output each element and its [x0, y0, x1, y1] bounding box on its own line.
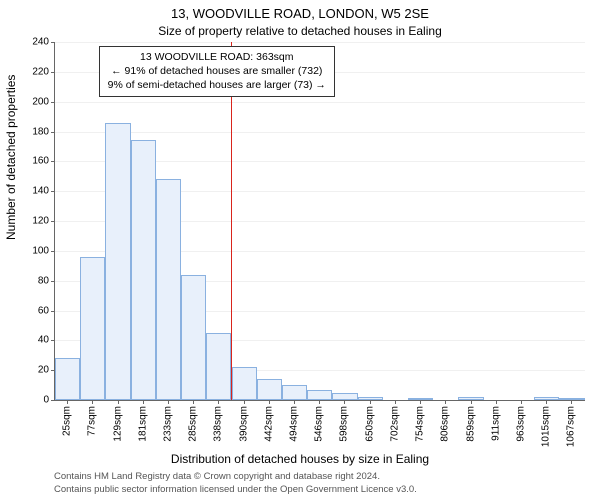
- x-tick-label: 442sqm: [263, 406, 274, 442]
- x-tick-label: 754sqm: [415, 406, 426, 442]
- x-tick-label: 494sqm: [289, 406, 300, 442]
- x-tick-label: 285sqm: [188, 406, 199, 442]
- x-tick: [244, 400, 245, 404]
- x-tick-label: 806sqm: [440, 406, 451, 442]
- x-tick: [395, 400, 396, 404]
- y-tick: [51, 281, 55, 282]
- x-tick: [193, 400, 194, 404]
- x-tick-label: 598sqm: [339, 406, 350, 442]
- x-tick-label: 1015sqm: [541, 406, 552, 447]
- footer-line: Contains public sector information licen…: [54, 484, 417, 496]
- x-tick: [370, 400, 371, 404]
- histogram-bar: [80, 257, 105, 400]
- x-tick: [546, 400, 547, 404]
- histogram-bar: [206, 333, 231, 400]
- y-tick: [51, 191, 55, 192]
- x-tick-label: 181sqm: [137, 406, 148, 442]
- footer-attribution: Contains HM Land Registry data © Crown c…: [54, 471, 417, 496]
- x-axis-label: Distribution of detached houses by size …: [0, 452, 600, 466]
- y-axis-label: Number of detached properties: [4, 75, 18, 240]
- grid-line: [55, 132, 585, 133]
- y-tick-label: 240: [32, 37, 49, 48]
- x-tick: [344, 400, 345, 404]
- x-tick-label: 25sqm: [62, 406, 73, 436]
- y-tick: [51, 161, 55, 162]
- y-tick-label: 80: [38, 275, 49, 286]
- y-tick-label: 220: [32, 66, 49, 77]
- histogram-bar: [105, 123, 130, 400]
- x-tick-label: 911sqm: [490, 406, 501, 441]
- y-tick: [51, 102, 55, 103]
- chart-subtitle: Size of property relative to detached ho…: [0, 24, 600, 38]
- x-tick-label: 77sqm: [87, 406, 98, 436]
- y-tick-label: 180: [32, 126, 49, 137]
- y-tick-label: 160: [32, 156, 49, 167]
- info-box-line: 13 WOODVILLE ROAD: 363sqm: [108, 50, 326, 64]
- x-tick: [218, 400, 219, 404]
- y-tick: [51, 251, 55, 252]
- x-tick: [168, 400, 169, 404]
- x-tick-label: 129sqm: [112, 406, 123, 442]
- x-tick: [269, 400, 270, 404]
- y-tick: [51, 221, 55, 222]
- x-tick: [294, 400, 295, 404]
- y-tick: [51, 400, 55, 401]
- histogram-bar: [307, 390, 332, 400]
- x-tick: [496, 400, 497, 404]
- x-tick: [445, 400, 446, 404]
- x-tick-label: 338sqm: [213, 406, 224, 442]
- y-tick-label: 140: [32, 186, 49, 197]
- x-tick-label: 702sqm: [389, 406, 400, 442]
- y-tick-label: 20: [38, 365, 49, 376]
- x-tick: [319, 400, 320, 404]
- y-tick: [51, 311, 55, 312]
- y-tick-label: 100: [32, 245, 49, 256]
- info-box: 13 WOODVILLE ROAD: 363sqm← 91% of detach…: [99, 46, 335, 97]
- y-tick: [51, 132, 55, 133]
- x-tick-label: 390sqm: [238, 406, 249, 442]
- x-tick-label: 1067sqm: [566, 406, 577, 447]
- y-tick: [51, 42, 55, 43]
- x-tick: [118, 400, 119, 404]
- y-tick-label: 120: [32, 216, 49, 227]
- y-tick-label: 0: [43, 395, 49, 406]
- x-tick-label: 650sqm: [364, 406, 375, 442]
- y-tick-label: 60: [38, 305, 49, 316]
- x-tick-label: 963sqm: [515, 406, 526, 442]
- histogram-bar: [181, 275, 206, 400]
- histogram-bar: [282, 385, 307, 400]
- x-tick: [471, 400, 472, 404]
- grid-line: [55, 42, 585, 43]
- chart-title: 13, WOODVILLE ROAD, LONDON, W5 2SE: [0, 6, 600, 21]
- x-tick: [143, 400, 144, 404]
- y-tick: [51, 72, 55, 73]
- plot-area: 02040608010012014016018020022024025sqm77…: [54, 42, 585, 401]
- histogram-bar: [257, 379, 282, 400]
- histogram-bar: [156, 179, 181, 400]
- footer-line: Contains HM Land Registry data © Crown c…: [54, 471, 417, 483]
- x-tick: [521, 400, 522, 404]
- x-tick-label: 546sqm: [314, 406, 325, 442]
- x-tick-label: 233sqm: [162, 406, 173, 442]
- info-box-line: ← 91% of detached houses are smaller (73…: [108, 64, 326, 78]
- x-tick: [420, 400, 421, 404]
- histogram-bar: [131, 140, 156, 400]
- info-box-line: 9% of semi-detached houses are larger (7…: [108, 78, 326, 92]
- histogram-bar: [55, 358, 80, 400]
- histogram-bar: [232, 367, 257, 400]
- chart-container: 13, WOODVILLE ROAD, LONDON, W5 2SE Size …: [0, 0, 600, 500]
- y-tick-label: 200: [32, 96, 49, 107]
- x-tick: [92, 400, 93, 404]
- grid-line: [55, 102, 585, 103]
- x-tick: [571, 400, 572, 404]
- y-tick-label: 40: [38, 335, 49, 346]
- histogram-bar: [332, 393, 357, 400]
- x-tick: [67, 400, 68, 404]
- y-tick: [51, 340, 55, 341]
- x-tick-label: 859sqm: [465, 406, 476, 442]
